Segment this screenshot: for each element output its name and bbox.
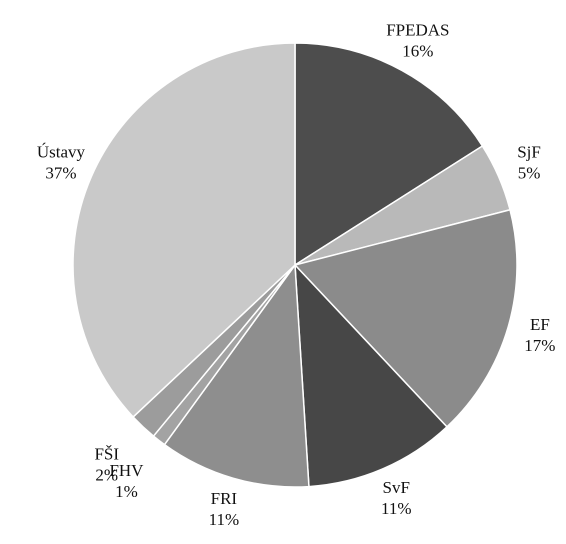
slice-value-label: 1%	[115, 482, 138, 501]
slice-value-label: 11%	[209, 510, 240, 529]
slice-label: FRI	[211, 489, 238, 508]
slice-label: FŠI	[94, 444, 119, 463]
slice-value-label: 17%	[524, 336, 555, 355]
slice-value-label: 2%	[95, 465, 118, 484]
pie-slice	[163, 262, 310, 488]
slice-label: FHV	[109, 461, 144, 480]
pie-slice	[294, 42, 484, 267]
slice-label: SvF	[383, 478, 410, 497]
slice-label: SjF	[517, 143, 541, 162]
slice-value-label: 37%	[45, 164, 76, 183]
slice-label: EF	[530, 315, 550, 334]
slice-label: Ústavy	[37, 143, 86, 162]
slice-value-label: 5%	[518, 164, 541, 183]
slice-label: FPEDAS	[386, 20, 449, 39]
slice-value-label: 11%	[381, 499, 412, 518]
pie-slice	[294, 262, 449, 488]
pie-slice	[293, 208, 518, 428]
pie-slice	[72, 42, 296, 419]
slice-value-label: 16%	[402, 41, 433, 60]
